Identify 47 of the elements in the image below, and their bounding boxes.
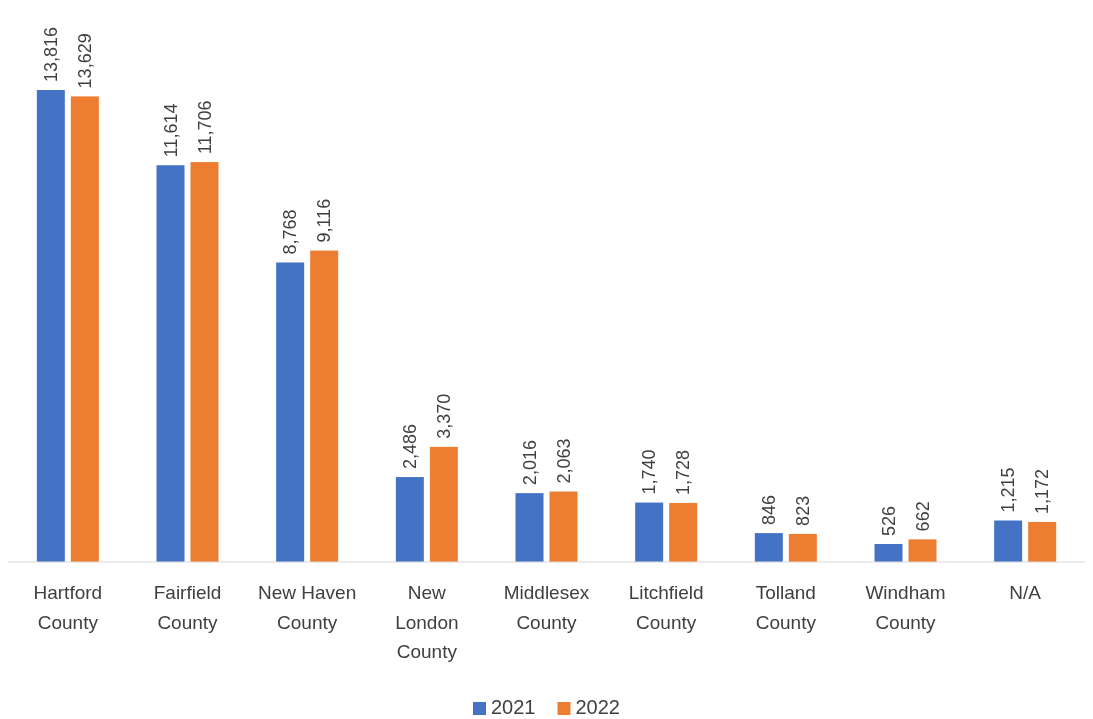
bar bbox=[635, 502, 664, 562]
bar bbox=[276, 262, 305, 562]
bar bbox=[874, 544, 903, 562]
x-tick-label: Fairfield County bbox=[153, 582, 222, 633]
bar bbox=[190, 162, 219, 562]
data-label: 11,614 bbox=[160, 103, 181, 158]
legend-label: 2021 bbox=[491, 696, 536, 718]
data-label: 8,768 bbox=[280, 209, 301, 255]
x-tick-label: N/A bbox=[1009, 582, 1042, 603]
bar bbox=[36, 90, 65, 562]
data-label: 823 bbox=[792, 495, 813, 526]
data-label: 2,016 bbox=[519, 440, 540, 486]
bar bbox=[754, 533, 783, 562]
data-label: 11,706 bbox=[194, 100, 215, 155]
bar bbox=[70, 96, 99, 562]
bar bbox=[429, 446, 458, 562]
x-tick-label: New Haven County bbox=[258, 582, 357, 633]
bar bbox=[310, 250, 339, 562]
bar bbox=[156, 165, 185, 562]
x-tick-label: Windham County bbox=[865, 582, 946, 633]
data-label: 526 bbox=[878, 505, 899, 537]
bar bbox=[788, 533, 817, 562]
data-label: 1,215 bbox=[998, 467, 1019, 513]
bar bbox=[1028, 521, 1057, 562]
data-label: 1,728 bbox=[673, 449, 694, 495]
x-tick-label: New London County bbox=[395, 582, 459, 662]
data-label: 9,116 bbox=[314, 198, 335, 243]
bar bbox=[908, 539, 937, 562]
bar bbox=[549, 491, 578, 562]
data-label: 2,486 bbox=[399, 424, 420, 470]
x-tick-label: Tolland County bbox=[755, 582, 817, 633]
legend-label: 2022 bbox=[575, 696, 620, 718]
data-label: 13,816 bbox=[40, 26, 61, 82]
data-label: 662 bbox=[912, 501, 933, 532]
x-tick-label: Hartford County bbox=[33, 582, 103, 633]
data-label: 1,740 bbox=[639, 449, 660, 495]
bar bbox=[994, 520, 1023, 562]
bar bbox=[515, 493, 544, 562]
data-label: 846 bbox=[758, 495, 779, 526]
bar bbox=[395, 477, 424, 562]
data-label: 13,629 bbox=[74, 33, 95, 89]
x-tick-label: Middlesex County bbox=[503, 582, 590, 633]
x-tick-label: Litchfield County bbox=[628, 582, 704, 633]
bar bbox=[669, 502, 698, 562]
data-label: 2,063 bbox=[553, 438, 574, 484]
data-label: 1,172 bbox=[1032, 468, 1053, 514]
data-label: 3,370 bbox=[433, 393, 454, 439]
